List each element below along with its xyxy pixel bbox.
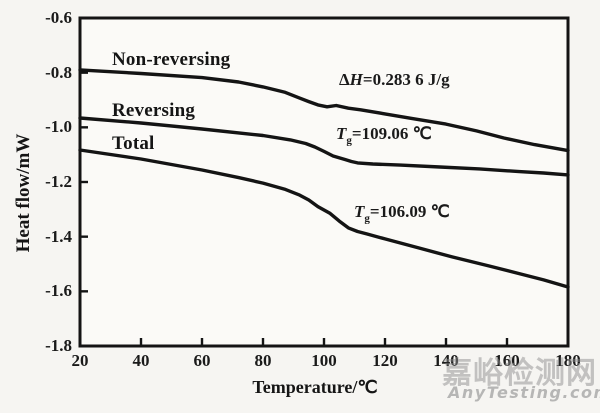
plot-frame [78,16,570,348]
x-tick-label: 40 [132,351,150,370]
subscript-g: g [364,212,370,225]
annotation-tg-total: Tg=106.09 ℃ [354,202,450,225]
x-tick-label: 140 [433,351,459,370]
y-tick-label: -0.6 [45,8,72,27]
x-tick-label: 80 [254,351,272,370]
series-label-non-reversing: Non-reversing [112,49,231,70]
subscript-g: g [346,134,352,147]
variable-t: T [336,124,347,143]
x-tick-label: 120 [372,351,398,370]
y-tick-label: -1.8 [45,336,72,355]
series-label-reversing: Reversing [112,100,196,121]
y-tick-label: -1.4 [45,226,72,246]
y-tick-label: -1.6 [45,281,72,301]
watermark-anytesting: AnyTesting.com [448,383,600,402]
curve-reversing [78,116,570,177]
tg-total-value: =106.09 ℃ [369,202,450,221]
x-axis-title: Temperature/℃ [252,377,378,397]
x-tick-label: 160 [494,351,520,370]
watermark-chinese: 嘉峪检测网 [442,356,597,391]
curve-total [78,148,570,289]
y-tick-label: -0.8 [45,62,72,82]
variable-t: T [354,202,365,221]
variable-h: H [349,70,363,89]
y-tick-label: -1.0 [45,117,72,137]
x-tick-label: 100 [311,351,337,370]
annotation-delta-h: ΔH=0.283 6 J/g [339,70,450,90]
x-tick-label: 60 [193,351,211,370]
y-tick-label: -1.2 [45,172,72,191]
plot-background [80,18,568,346]
delta-symbol: Δ [339,70,350,89]
curve-non-reversing [78,68,570,153]
series-label-total: Total [112,133,155,154]
x-tick-label: 180 [555,351,581,370]
annotation-tg-reversing: Tg=109.06 ℃ [336,124,432,147]
delta-h-value: =0.283 6 J/g [362,70,450,89]
tg-reversing-value: =109.06 ℃ [351,124,432,143]
x-tick-label: 20 [71,351,89,370]
